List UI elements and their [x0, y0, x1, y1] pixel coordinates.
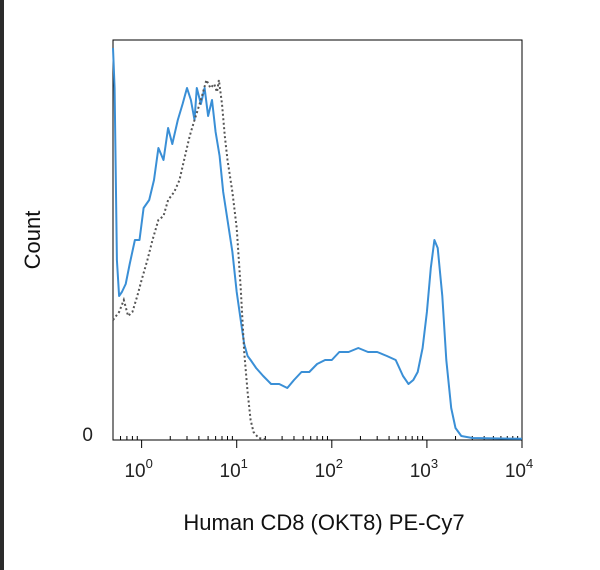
series-line-cd8-stained — [112, 47, 523, 440]
series-line-isotype-control — [112, 77, 266, 441]
x-tick-label: 103 — [410, 456, 438, 482]
y-tick-label: 0 — [82, 425, 93, 446]
x-axis-title: Human CD8 (OKT8) PE-Cy7 — [183, 510, 464, 535]
window-edge — [0, 0, 4, 570]
x-minor-ticks — [112, 436, 519, 440]
x-major-ticks — [141, 440, 523, 448]
x-tick-labels: 100 101 102 103 104 — [124, 456, 533, 482]
y-axis-title: Count — [20, 211, 45, 270]
plot-frame — [112, 39, 523, 441]
x-tick-label: 100 — [124, 456, 152, 482]
x-tick-label: 102 — [315, 456, 343, 482]
x-tick-label: 104 — [505, 456, 533, 482]
x-tick-label: 101 — [220, 456, 248, 482]
y-tick-labels: 0 — [82, 425, 93, 446]
